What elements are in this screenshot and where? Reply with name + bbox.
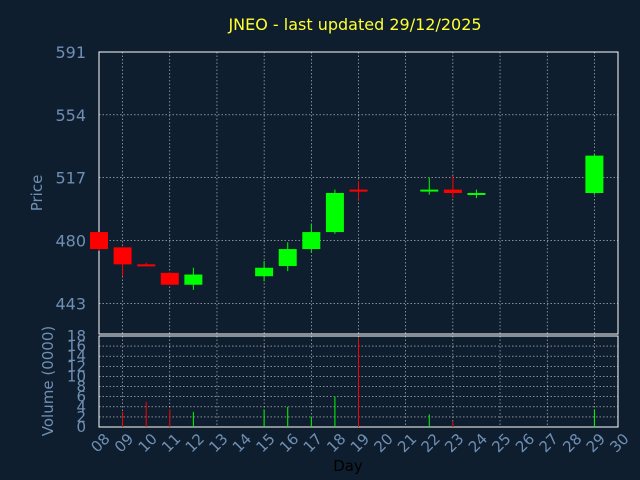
x-tick-label: 17 [300,430,326,456]
candle-body [325,193,344,233]
candle-body [349,189,368,192]
volume-tick-label: 4 [76,398,86,416]
volume-tick-label: 18 [67,327,86,345]
x-tick-label: 13 [205,430,231,456]
x-axis: 0809101112131415161718192021222324252627… [87,430,632,456]
x-tick-label: 27 [536,430,562,456]
x-tick-label: 20 [370,430,396,456]
x-tick-label: 28 [559,430,585,456]
price-tick-label: 517 [55,169,86,188]
volume-tick-label: 16 [67,337,86,355]
candle-body [90,232,108,250]
x-tick-label: 11 [158,430,184,456]
x-axis-label: Day [333,457,363,475]
x-tick-label: 19 [347,430,373,456]
x-tick-label: 18 [323,430,349,456]
candle-body [255,267,274,277]
x-tick-label: 14 [229,430,255,456]
x-tick-label: 24 [465,430,491,456]
volume-series [122,338,595,427]
volume-tick-label: 12 [67,357,86,375]
candle-body [137,264,156,267]
volume-tick-label: 8 [76,378,86,396]
price-tick-label: 480 [55,232,86,251]
x-tick-label: 26 [512,430,538,456]
volume-tick-label: 10 [67,367,86,385]
candle-body [184,274,203,285]
candlestick-series [90,153,604,290]
volume-tick-label: 2 [76,408,86,426]
candle-body [302,232,321,250]
price-tick-label: 554 [55,106,86,125]
volume-tick-label: 0 [76,418,86,436]
candle-body [160,272,179,285]
x-tick-label: 12 [182,430,208,456]
price-tick-label: 443 [55,294,86,313]
x-tick-label: 29 [583,430,609,456]
candle-body [278,249,297,267]
candle-body [585,155,604,193]
x-tick-label: 22 [418,430,444,456]
x-tick-label: 16 [276,430,302,456]
candle-body [443,189,462,193]
x-tick-label: 23 [441,430,467,456]
candle-body [467,193,486,195]
x-tick-label: 30 [606,430,632,456]
x-tick-label: 15 [253,430,279,456]
candle-body [420,189,439,192]
x-tick-label: 08 [87,430,113,456]
candle-body [113,247,132,265]
volume-axis-label: Volume (0000) [39,326,57,436]
chart-title: JNEO - last updated 29/12/2025 [227,15,481,34]
volume-tick-label: 6 [76,388,86,406]
x-tick-label: 25 [488,430,514,456]
price-tick-label: 591 [55,43,86,62]
price-axis-label: Price [28,175,46,212]
x-tick-label: 10 [135,430,161,456]
price-plot-frame [98,51,619,335]
volume-tick-label: 14 [67,347,86,365]
x-tick-label: 21 [394,430,420,456]
price-axis: 443 480 517 554 591 [55,43,86,313]
x-tick-label: 09 [111,430,137,456]
